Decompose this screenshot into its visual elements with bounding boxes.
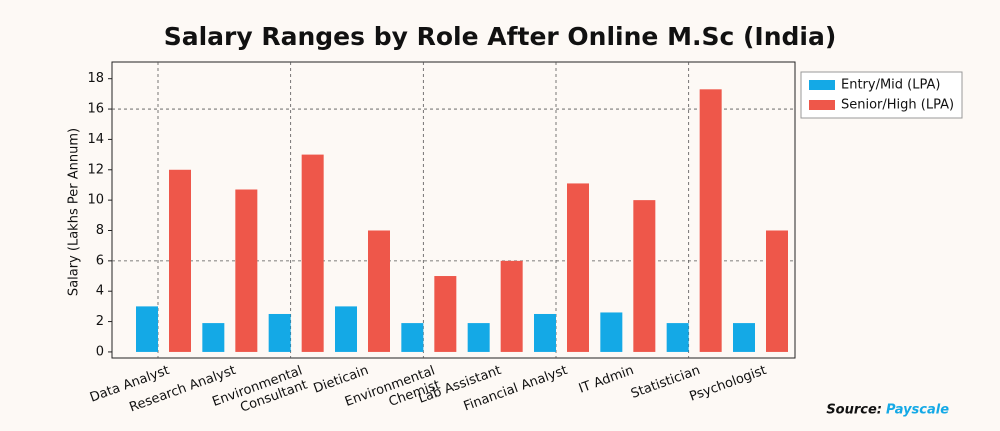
y-axis-label: Salary (Lakhs Per Annum): [67, 128, 82, 296]
bar: [136, 306, 158, 352]
bar: [567, 183, 589, 352]
source: Payscale: [886, 403, 949, 418]
bar: [434, 276, 457, 352]
bar: [699, 89, 722, 352]
bar: [600, 312, 623, 352]
legend-swatch: [809, 80, 835, 90]
bar: [534, 313, 556, 352]
bar: [235, 189, 258, 352]
bar: [766, 230, 788, 352]
bar: [666, 323, 689, 352]
bar: [169, 169, 191, 352]
bar: [335, 306, 357, 352]
bar: [268, 313, 291, 352]
y-tick-label: 10: [87, 193, 104, 208]
y-tick-label: 16: [87, 102, 104, 117]
bar: [633, 200, 656, 352]
y-tick-label: 18: [87, 71, 104, 86]
bar: [467, 323, 490, 352]
bar: [401, 323, 424, 352]
source-label: Source:: [826, 403, 882, 418]
bar: [733, 323, 755, 352]
y-tick-label: 14: [87, 132, 104, 147]
y-tick-label: 8: [96, 223, 104, 238]
bar: [202, 323, 225, 352]
chart-title: Salary Ranges by Role After Online M.Sc …: [164, 22, 837, 51]
legend-swatch: [809, 100, 835, 110]
bar: [368, 230, 390, 352]
y-tick-label: 2: [96, 314, 104, 329]
y-tick-label: 0: [96, 344, 104, 359]
bar: [301, 154, 324, 352]
y-tick-label: 6: [96, 253, 104, 268]
plot-frame: [111, 61, 796, 359]
legend-box: [800, 71, 963, 119]
y-tick-label: 12: [87, 162, 104, 177]
bar: [500, 260, 523, 352]
legend-label: Senior/High (LPA): [841, 98, 954, 113]
legend-label: Entry/Mid (LPA): [841, 78, 940, 93]
y-tick-label: 4: [96, 284, 104, 299]
